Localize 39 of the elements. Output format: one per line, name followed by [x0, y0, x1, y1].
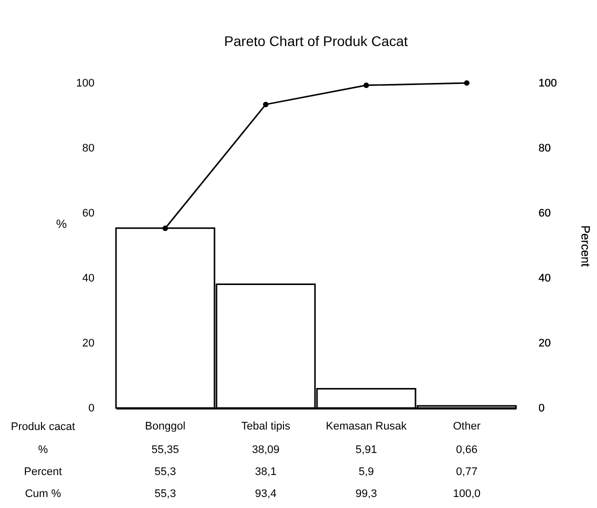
data-label: 5,91 [356, 444, 377, 456]
data-label: 93,4 [255, 488, 276, 500]
x-tick-label: Other [452, 420, 481, 432]
data-label: 0,66 [456, 444, 478, 456]
data-label: 100,0 [452, 488, 481, 500]
y2-tick-label: 60 [538, 208, 551, 220]
y-tick-label: 20 [82, 338, 94, 350]
y-tick-label: 40 [82, 272, 94, 284]
y-tick-label: 60 [82, 208, 94, 220]
y2-tick-label: 80 [538, 142, 551, 154]
text: 0,77 [456, 466, 478, 478]
y2-tick-label: 20 [538, 338, 551, 350]
data-label: 55,35 [151, 444, 180, 456]
data-label: 55,3 [154, 488, 176, 500]
text: % [38, 444, 48, 456]
x-axis-title: Produk cacat [10, 421, 76, 433]
x-tick-label: Kemasan Rusak [326, 420, 408, 432]
y2-tick-label: 0 [538, 402, 545, 414]
text: 38,1 [255, 466, 276, 478]
y-tick-label: 80 [82, 142, 94, 154]
y-tick-label: 0 [88, 402, 94, 414]
text: 55,3 [154, 466, 176, 478]
y2-tick-label: 40 [538, 272, 551, 284]
chart-title: Pareto Chart of Produk Cacat [224, 33, 408, 49]
x-tick-label: Bonggol [145, 420, 186, 432]
data-label: 99,3 [356, 488, 377, 500]
point [263, 102, 268, 108]
point [364, 82, 369, 88]
data-label: 38,09 [252, 444, 280, 456]
x-tick-label: Tebal tipis [241, 420, 291, 432]
text: 5,9 [358, 466, 374, 478]
text: Cum % [24, 488, 62, 500]
y2-tick-label: 100 [538, 78, 557, 90]
y-axis-title: % [56, 217, 68, 231]
text: Percent [24, 466, 62, 478]
y-tick-label: 100 [76, 78, 94, 90]
point [464, 80, 470, 86]
y2-axis-title: Percent [578, 225, 592, 268]
point [162, 226, 168, 232]
